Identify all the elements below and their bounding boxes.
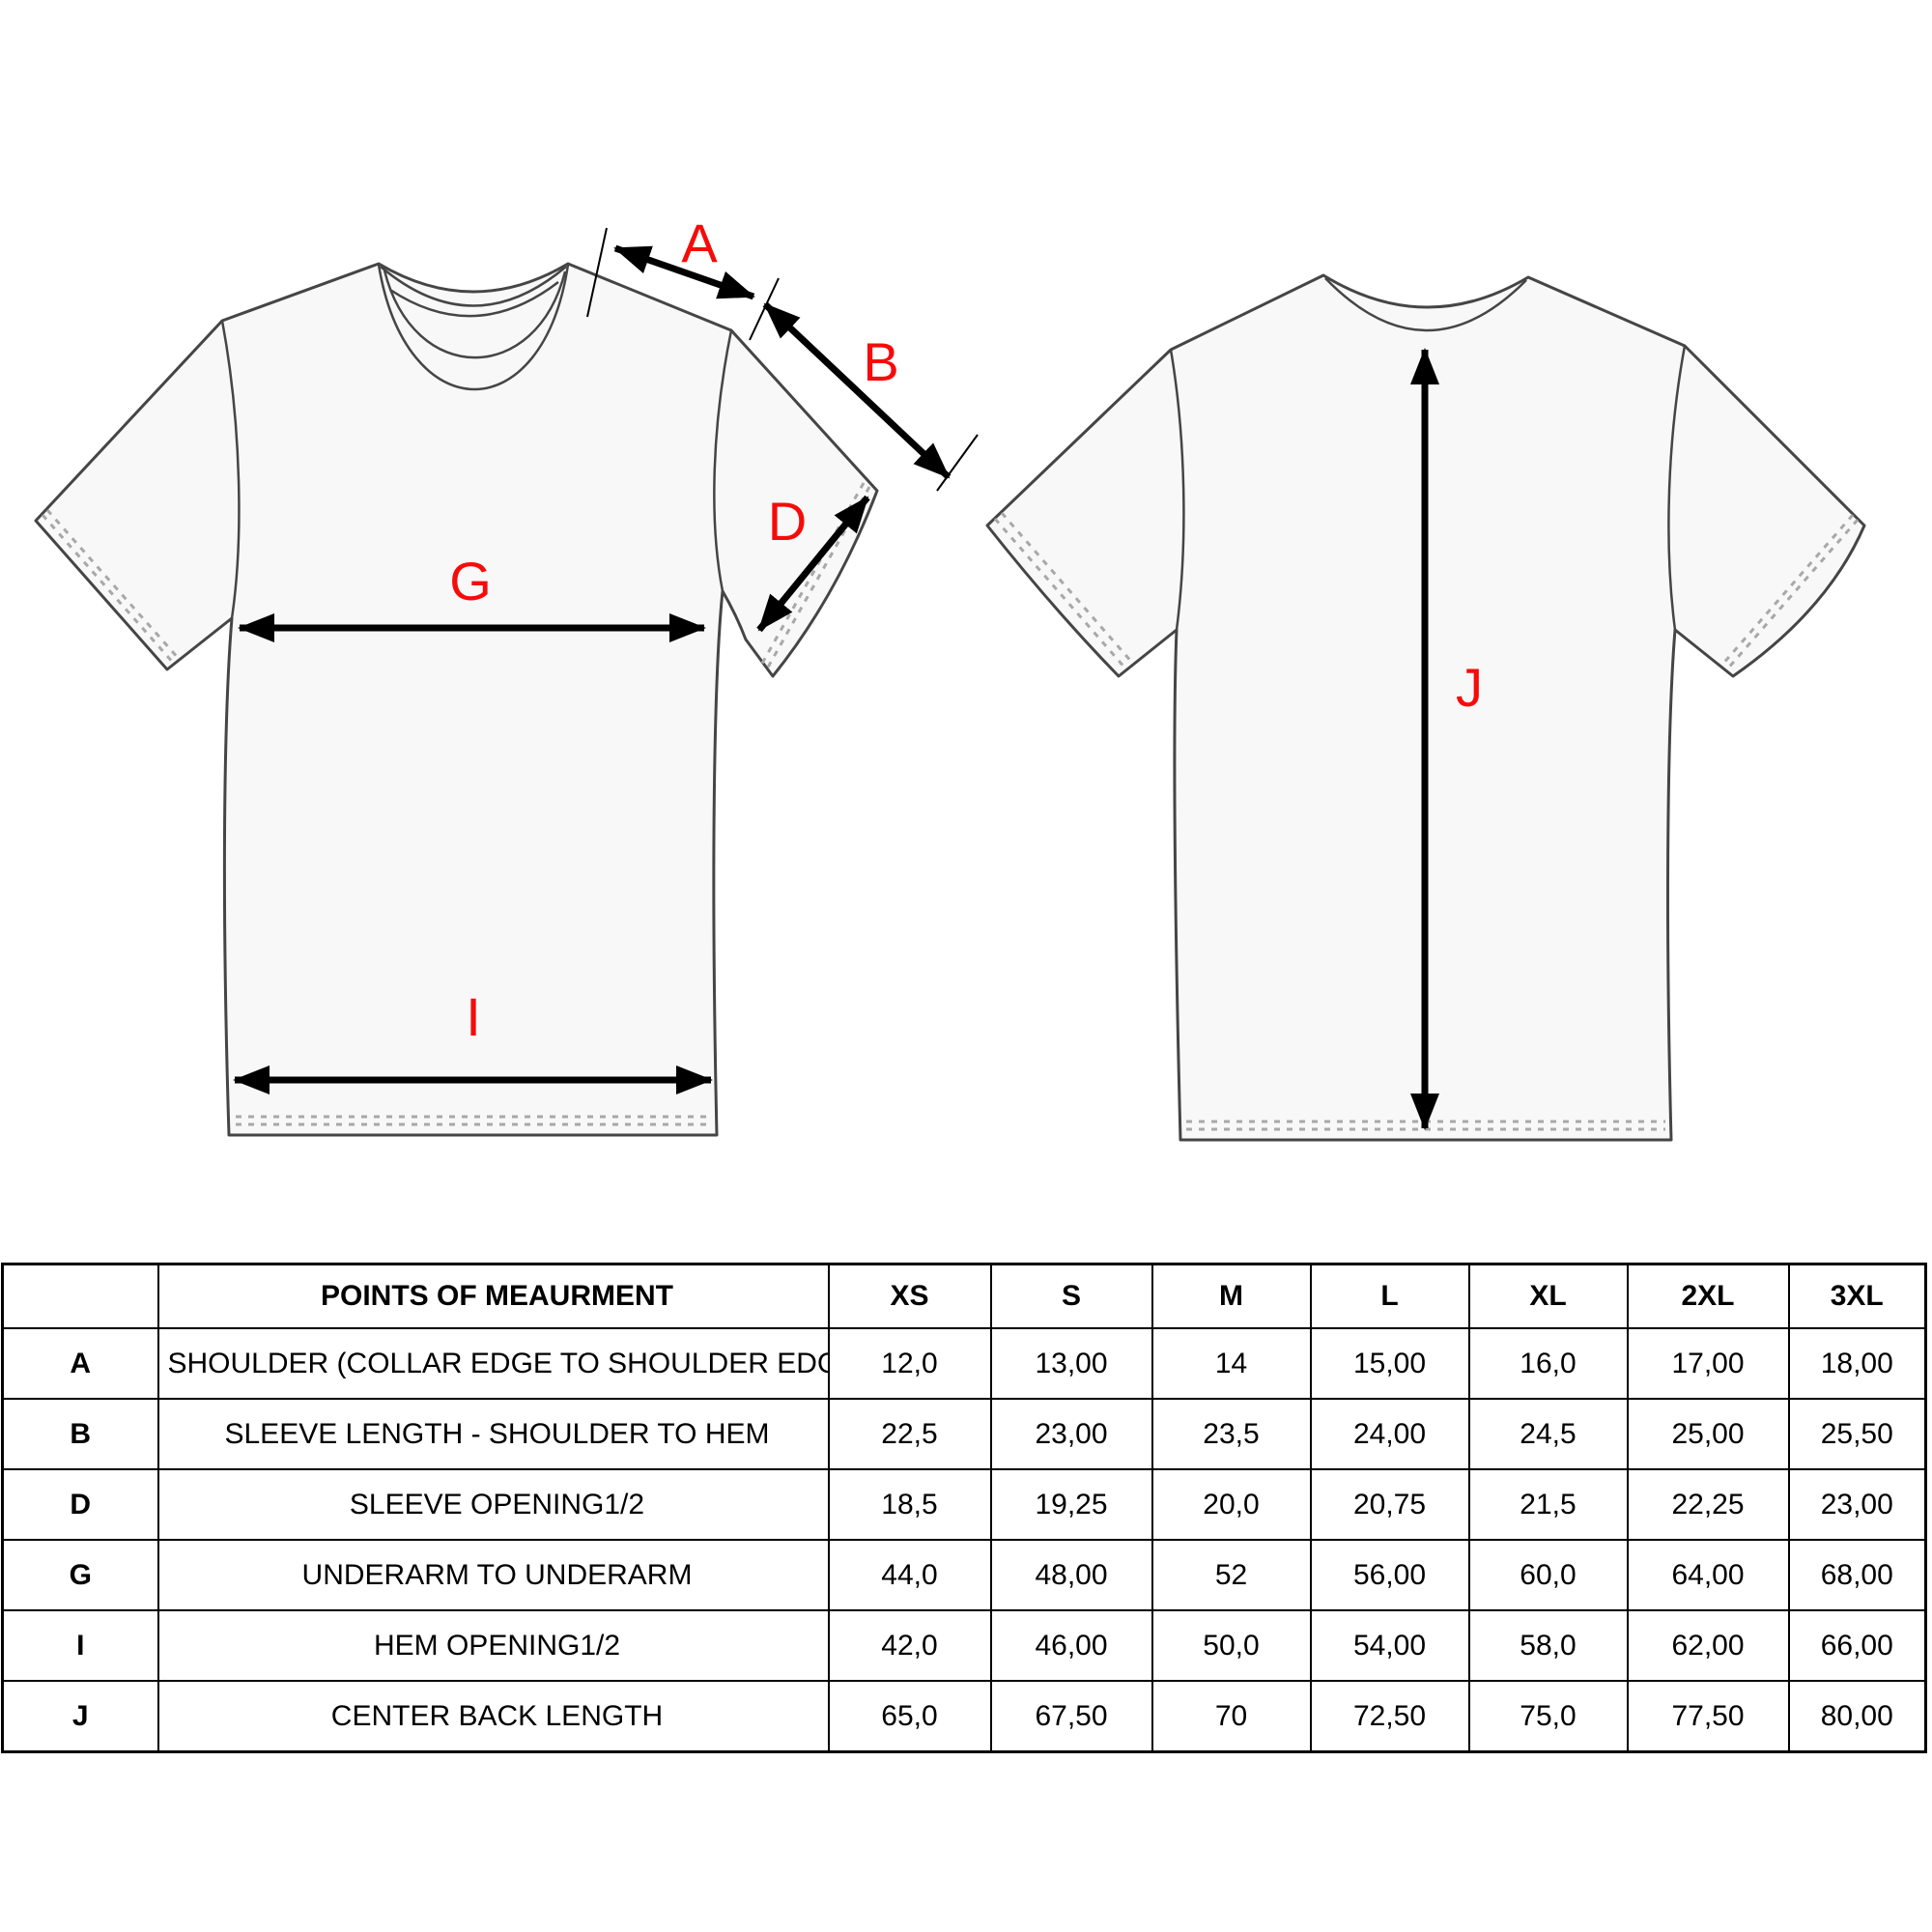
figure-labels: A B D G I J xyxy=(449,213,1483,1047)
front-shirt-drawing xyxy=(34,262,879,1137)
value-cell: 20,0 xyxy=(1151,1468,1312,1541)
back-armhole-seam-right xyxy=(1667,345,1687,631)
value-cell: 16,0 xyxy=(1467,1327,1629,1400)
value-cell: 15,00 xyxy=(1309,1327,1470,1400)
arrow-b-sleeve-length xyxy=(762,301,952,480)
label-b: B xyxy=(863,331,898,392)
row-letter: B xyxy=(1,1398,159,1470)
label-d: D xyxy=(768,491,807,552)
value-cell: 24,00 xyxy=(1309,1398,1470,1470)
value-cell: 67,50 xyxy=(989,1680,1153,1753)
row-name: CENTER BACK LENGTH xyxy=(156,1680,830,1753)
value-cell: 80,00 xyxy=(1787,1680,1927,1753)
back-armhole-seam-left xyxy=(1169,349,1185,631)
header-title-cell: POINTS OF MEAURMENT xyxy=(156,1263,830,1329)
value-cell: 72,50 xyxy=(1309,1680,1470,1753)
value-cell: 52 xyxy=(1151,1539,1312,1611)
value-cell: 18,5 xyxy=(827,1468,992,1541)
value-cell: 68,00 xyxy=(1787,1539,1927,1611)
front-stitch-lines xyxy=(41,482,871,1126)
value-cell: 77,50 xyxy=(1626,1680,1790,1753)
value-cell: 66,00 xyxy=(1787,1609,1927,1682)
row-name: HEM OPENING1/2 xyxy=(156,1609,830,1682)
value-cell: 54,00 xyxy=(1309,1609,1470,1682)
value-cell: 22,25 xyxy=(1626,1468,1790,1541)
header-size-xl: XL xyxy=(1467,1263,1629,1329)
value-cell: 19,25 xyxy=(989,1468,1153,1541)
table-row-i: I HEM OPENING1/2 42,0 46,00 50,0 54,00 5… xyxy=(1,1609,1927,1682)
value-cell: 17,00 xyxy=(1626,1327,1790,1400)
table-row-g: G UNDERARM TO UNDERARM 44,0 48,00 52 56,… xyxy=(1,1539,1927,1611)
extension-line-sleeve-hem xyxy=(936,434,979,492)
value-cell: 13,00 xyxy=(989,1327,1153,1400)
front-collar xyxy=(377,264,570,391)
header-size-3xl: 3XL xyxy=(1787,1263,1927,1329)
value-cell: 56,00 xyxy=(1309,1539,1470,1611)
row-letter: G xyxy=(1,1539,159,1611)
value-cell: 46,00 xyxy=(989,1609,1153,1682)
row-name: SLEEVE LENGTH - SHOULDER TO HEM xyxy=(156,1398,830,1470)
value-cell: 20,75 xyxy=(1309,1468,1470,1541)
value-cell: 25,50 xyxy=(1787,1398,1927,1470)
table-row-a: A SHOULDER (COLLAR EDGE TO SHOULDER EDGE… xyxy=(1,1327,1927,1400)
arrow-d-sleeve-opening xyxy=(756,495,870,633)
table-header-row: POINTS OF MEAURMENT XS S M L XL 2XL 3XL xyxy=(1,1263,1927,1329)
arrow-a-shoulder xyxy=(613,244,755,300)
value-cell: 42,0 xyxy=(827,1609,992,1682)
front-armhole-seam-left xyxy=(220,320,241,619)
row-name: SLEEVE OPENING1/2 xyxy=(156,1468,830,1541)
value-cell: 70 xyxy=(1151,1680,1312,1753)
label-a: A xyxy=(681,213,718,273)
label-j: J xyxy=(1456,657,1483,718)
header-letter-cell xyxy=(1,1263,159,1329)
measurement-table: POINTS OF MEAURMENT XS S M L XL 2XL 3XL … xyxy=(1,1263,1927,1753)
label-g: G xyxy=(449,551,492,611)
front-shirt-body xyxy=(34,262,879,1137)
front-armhole-seam-right xyxy=(713,329,733,592)
value-cell: 65,0 xyxy=(827,1680,992,1753)
value-cell: 64,00 xyxy=(1626,1539,1790,1611)
value-cell: 62,00 xyxy=(1626,1609,1790,1682)
value-cell: 44,0 xyxy=(827,1539,992,1611)
value-cell: 18,00 xyxy=(1787,1327,1927,1400)
table-row-d: D SLEEVE OPENING1/2 18,5 19,25 20,0 20,7… xyxy=(1,1468,1927,1541)
header-size-m: M xyxy=(1151,1263,1312,1329)
back-collar xyxy=(1324,277,1527,332)
value-cell: 24,5 xyxy=(1467,1398,1629,1470)
table-row-j: J CENTER BACK LENGTH 65,0 67,50 70 72,50… xyxy=(1,1680,1927,1753)
value-cell: 12,0 xyxy=(827,1327,992,1400)
value-cell: 60,0 xyxy=(1467,1539,1629,1611)
measurement-diagram: A B D G I J xyxy=(34,213,1866,1142)
value-cell: 58,0 xyxy=(1467,1609,1629,1682)
header-size-s: S xyxy=(989,1263,1153,1329)
row-letter: I xyxy=(1,1609,159,1682)
table-row-b: B SLEEVE LENGTH - SHOULDER TO HEM 22,5 2… xyxy=(1,1398,1927,1470)
header-size-2xl: 2XL xyxy=(1626,1263,1790,1329)
value-cell: 23,00 xyxy=(1787,1468,1927,1541)
value-cell: 23,5 xyxy=(1151,1398,1312,1470)
row-letter: A xyxy=(1,1327,159,1400)
extension-line-collar-edge xyxy=(586,227,608,318)
header-size-l: L xyxy=(1309,1263,1470,1329)
row-name: UNDERARM TO UNDERARM xyxy=(156,1539,830,1611)
value-cell: 14 xyxy=(1151,1327,1312,1400)
label-i: I xyxy=(466,986,481,1047)
row-letter: J xyxy=(1,1680,159,1753)
measure-arrows xyxy=(233,227,1439,1130)
value-cell: 22,5 xyxy=(827,1398,992,1470)
value-cell: 48,00 xyxy=(989,1539,1153,1611)
value-cell: 21,5 xyxy=(1467,1468,1629,1541)
header-size-xs: XS xyxy=(827,1263,992,1329)
value-cell: 23,00 xyxy=(989,1398,1153,1470)
row-name: SHOULDER (COLLAR EDGE TO SHOULDER EDGE) xyxy=(156,1327,830,1400)
value-cell: 75,0 xyxy=(1467,1680,1629,1753)
row-letter: D xyxy=(1,1468,159,1541)
value-cell: 25,00 xyxy=(1626,1398,1790,1470)
value-cell: 50,0 xyxy=(1151,1609,1312,1682)
